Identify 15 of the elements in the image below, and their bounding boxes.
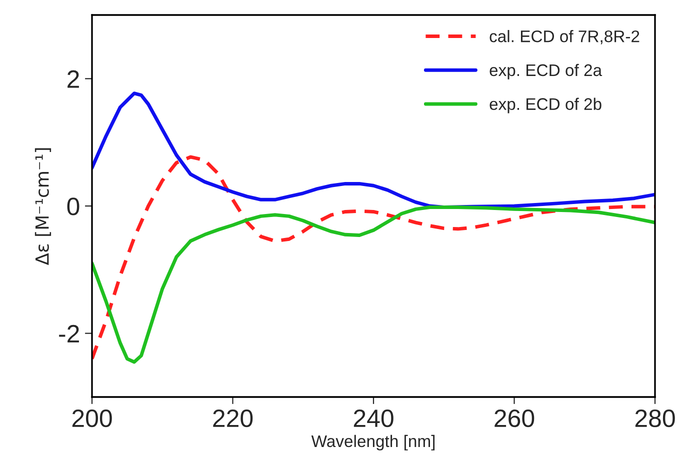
y-tick-label: -2	[59, 324, 79, 342]
x-tick-label: 240	[354, 409, 394, 428]
line-series	[92, 206, 655, 364]
y-tick-label: 2	[68, 70, 79, 88]
line-series	[92, 92, 655, 210]
x-axis-title: Wavelength [nm]	[311, 434, 435, 450]
legend-label: exp. ECD of 2b	[490, 98, 602, 114]
legend-label: cal. ECD of 7R,8R-2	[490, 30, 640, 44]
x-tick-label: 280	[635, 409, 675, 428]
x-tick-label: 260	[494, 409, 534, 428]
y-axis-title: Δε [M⁻¹cm⁻¹]	[34, 148, 52, 266]
x-tick-label: 220	[213, 409, 253, 428]
legend-label: exp. ECD of 2a	[490, 64, 602, 80]
y-tick-label: 0	[67, 198, 80, 216]
x-tick-label: 200	[72, 409, 112, 428]
